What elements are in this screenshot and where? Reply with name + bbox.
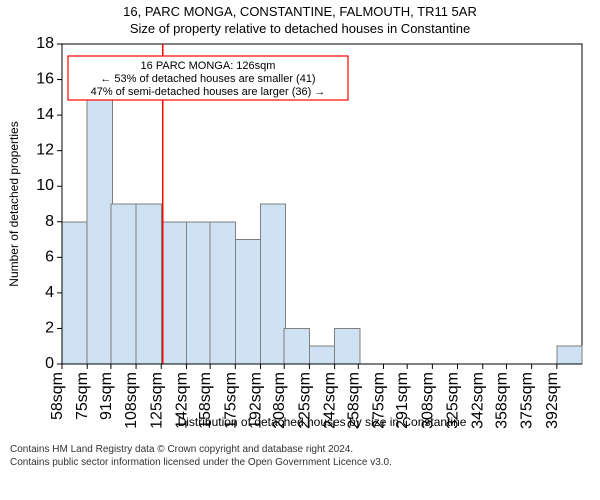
bar bbox=[309, 346, 334, 364]
x-tick-label: 75sqm bbox=[74, 372, 91, 420]
y-tick-label: 2 bbox=[45, 319, 54, 336]
bar bbox=[210, 222, 235, 364]
x-tick-label: 342sqm bbox=[470, 372, 487, 429]
x-tick-label: 91sqm bbox=[98, 372, 115, 420]
annotation-line: 47% of semi-detached houses are larger (… bbox=[91, 86, 326, 98]
bar bbox=[557, 346, 582, 364]
x-tick-label: 358sqm bbox=[493, 372, 510, 429]
y-tick-label: 14 bbox=[36, 106, 54, 123]
bar bbox=[161, 222, 186, 364]
bar bbox=[235, 240, 260, 364]
title-sub: Size of property relative to detached ho… bbox=[0, 21, 600, 36]
footer: Contains HM Land Registry data © Crown c… bbox=[0, 440, 600, 469]
x-tick-label: 375sqm bbox=[519, 372, 536, 429]
histogram-chart: 0 2 4 6 8 10 12 14 16 18 58sqm 75sqm 91sqm 108sqm 125s… bbox=[0, 36, 600, 440]
y-tick-label: 16 bbox=[36, 71, 54, 88]
y-tick-label: 10 bbox=[36, 177, 54, 194]
chart-svg: 0 2 4 6 8 10 12 14 16 18 58sqm 75sqm 91sqm 108sqm 125s… bbox=[0, 36, 600, 440]
annotation-line: 16 PARC MONGA: 126sqm bbox=[141, 60, 276, 72]
y-tick-label: 4 bbox=[45, 284, 54, 301]
x-axis-label: Distribution of detached houses by size … bbox=[178, 415, 467, 429]
bar bbox=[136, 204, 161, 364]
bar bbox=[111, 204, 136, 364]
title-main: 16, PARC MONGA, CONSTANTINE, FALMOUTH, T… bbox=[0, 4, 600, 19]
bar bbox=[87, 97, 112, 364]
y-tick-label: 18 bbox=[36, 36, 54, 52]
x-tick-label: 108sqm bbox=[123, 372, 140, 429]
bar bbox=[62, 222, 87, 364]
x-tick-label: 125sqm bbox=[148, 372, 165, 429]
x-tick-label: 58sqm bbox=[49, 372, 66, 420]
y-axis-label: Number of detached properties bbox=[7, 121, 21, 286]
x-tick-label: 392sqm bbox=[544, 372, 561, 429]
footer-line-1: Contains HM Land Registry data © Crown c… bbox=[10, 444, 594, 457]
y-tick-label: 0 bbox=[45, 355, 54, 372]
footer-line-2: Contains public sector information licen… bbox=[10, 457, 594, 470]
bar bbox=[284, 328, 309, 364]
bar bbox=[186, 222, 211, 364]
y-tick-label: 12 bbox=[36, 142, 54, 159]
bar bbox=[335, 328, 360, 364]
annotation-line: ← 53% of detached houses are smaller (41… bbox=[100, 73, 315, 85]
y-tick-label: 6 bbox=[45, 248, 54, 265]
bar bbox=[261, 204, 286, 364]
y-tick-label: 8 bbox=[45, 213, 54, 230]
